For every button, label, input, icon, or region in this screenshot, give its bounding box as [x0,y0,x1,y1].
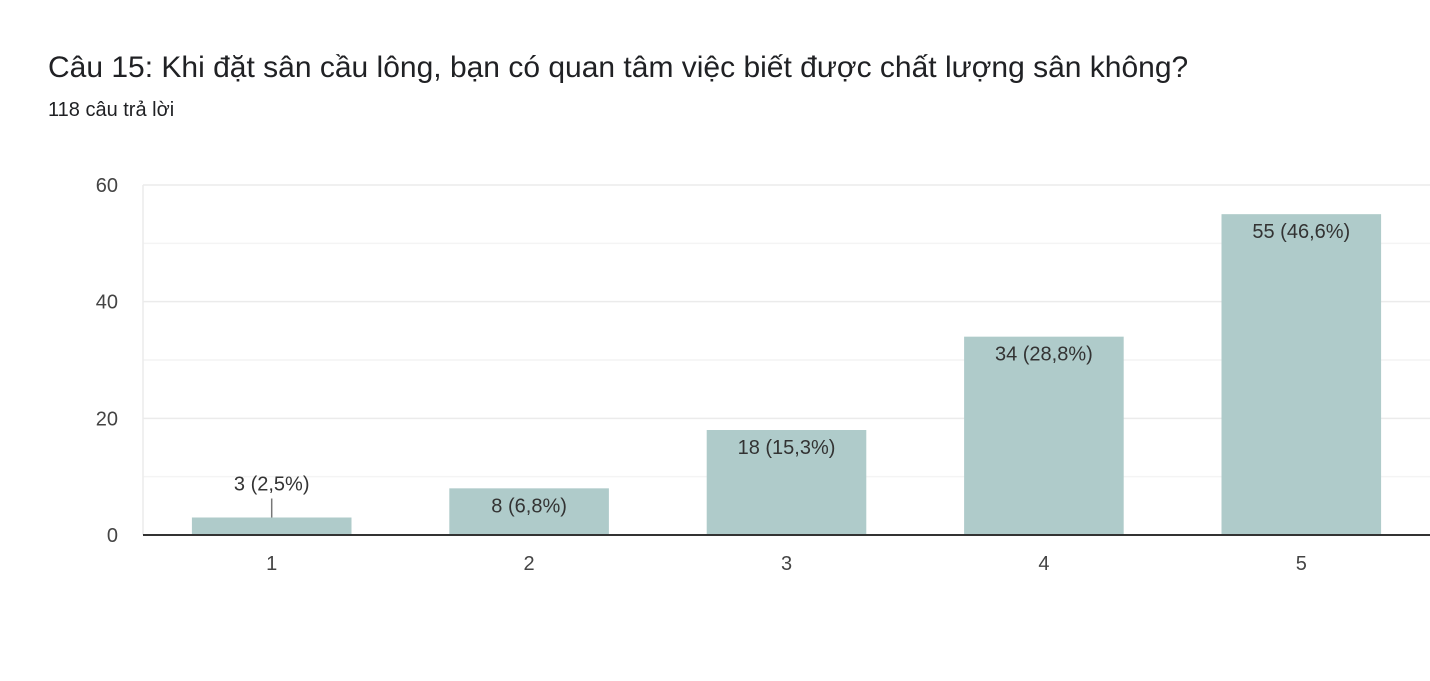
y-tick-label: 60 [96,175,118,197]
response-count: 118 câu trả lời [48,99,175,121]
x-tick-label: 1 [266,553,277,575]
data-label: 3 (2,5%) [234,474,310,496]
bar-5[interactable] [1221,214,1382,535]
x-tick-label: 4 [1038,553,1049,575]
y-tick-label: 0 [107,525,118,547]
y-tick-label: 40 [96,292,118,314]
data-label: 8 (6,8%) [491,495,567,517]
data-label: 55 (46,6%) [1252,221,1350,243]
x-tick-label: 3 [781,553,792,575]
x-tick-label: 5 [1296,553,1307,575]
bar-2[interactable] [449,488,609,535]
bar-3[interactable] [706,430,867,535]
bar-1[interactable] [191,517,352,536]
data-label: 18 (15,3%) [738,437,836,459]
chart-title: Câu 15: Khi đặt sân cầu lông, bạn có qua… [48,51,1189,84]
data-label: 34 (28,8%) [995,344,1093,366]
bar-4[interactable] [964,336,1124,535]
x-tick-label: 2 [524,553,535,575]
y-tick-label: 20 [96,408,118,430]
